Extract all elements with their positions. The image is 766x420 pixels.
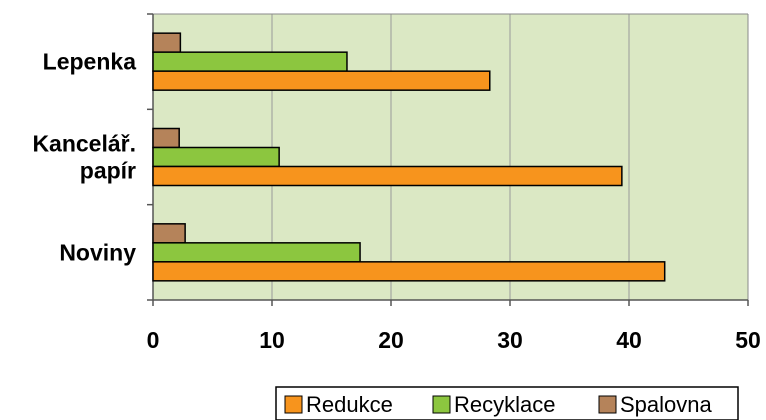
legend-box (275, 386, 739, 420)
bar-recyklace (152, 146, 280, 168)
x-tick-label: 30 (497, 327, 523, 353)
bar-redukce (152, 165, 623, 187)
bar-spalovna (152, 32, 182, 53)
category-label: Noviny (59, 239, 136, 265)
legend: Redukce Recyklace Spalovna (275, 386, 739, 420)
category-label: papír (80, 158, 136, 184)
bar-redukce (152, 70, 491, 91)
bar-recyklace (152, 242, 361, 263)
category-label: Lepenka (43, 49, 137, 75)
legend-swatch-redukce (284, 395, 303, 414)
legend-swatch-recyklace (432, 395, 451, 414)
x-tick-label: 0 (147, 327, 160, 353)
x-tick-label: 10 (259, 327, 285, 353)
legend-label-spalovna: Spalovna (620, 392, 713, 417)
legend-swatch-spalovna (598, 395, 617, 414)
x-tick-label: 20 (378, 327, 404, 353)
category-label: Kancelář. (32, 131, 136, 157)
x-tick-label: 50 (735, 327, 761, 353)
bar-recyklace (152, 51, 348, 72)
legend-label-recyklace: Recyklace (454, 392, 555, 417)
category-labels: Lepenka Kancelář.papír Noviny (32, 49, 136, 266)
bars (152, 32, 666, 282)
x-tick-label: 40 (616, 327, 642, 353)
bar-spalovna (152, 223, 186, 244)
legend-label-redukce: Redukce (306, 392, 393, 417)
bar-spalovna (152, 127, 180, 149)
x-tick-labels: 0 10 20 30 40 50 (147, 327, 761, 353)
bar-redukce (152, 261, 666, 282)
